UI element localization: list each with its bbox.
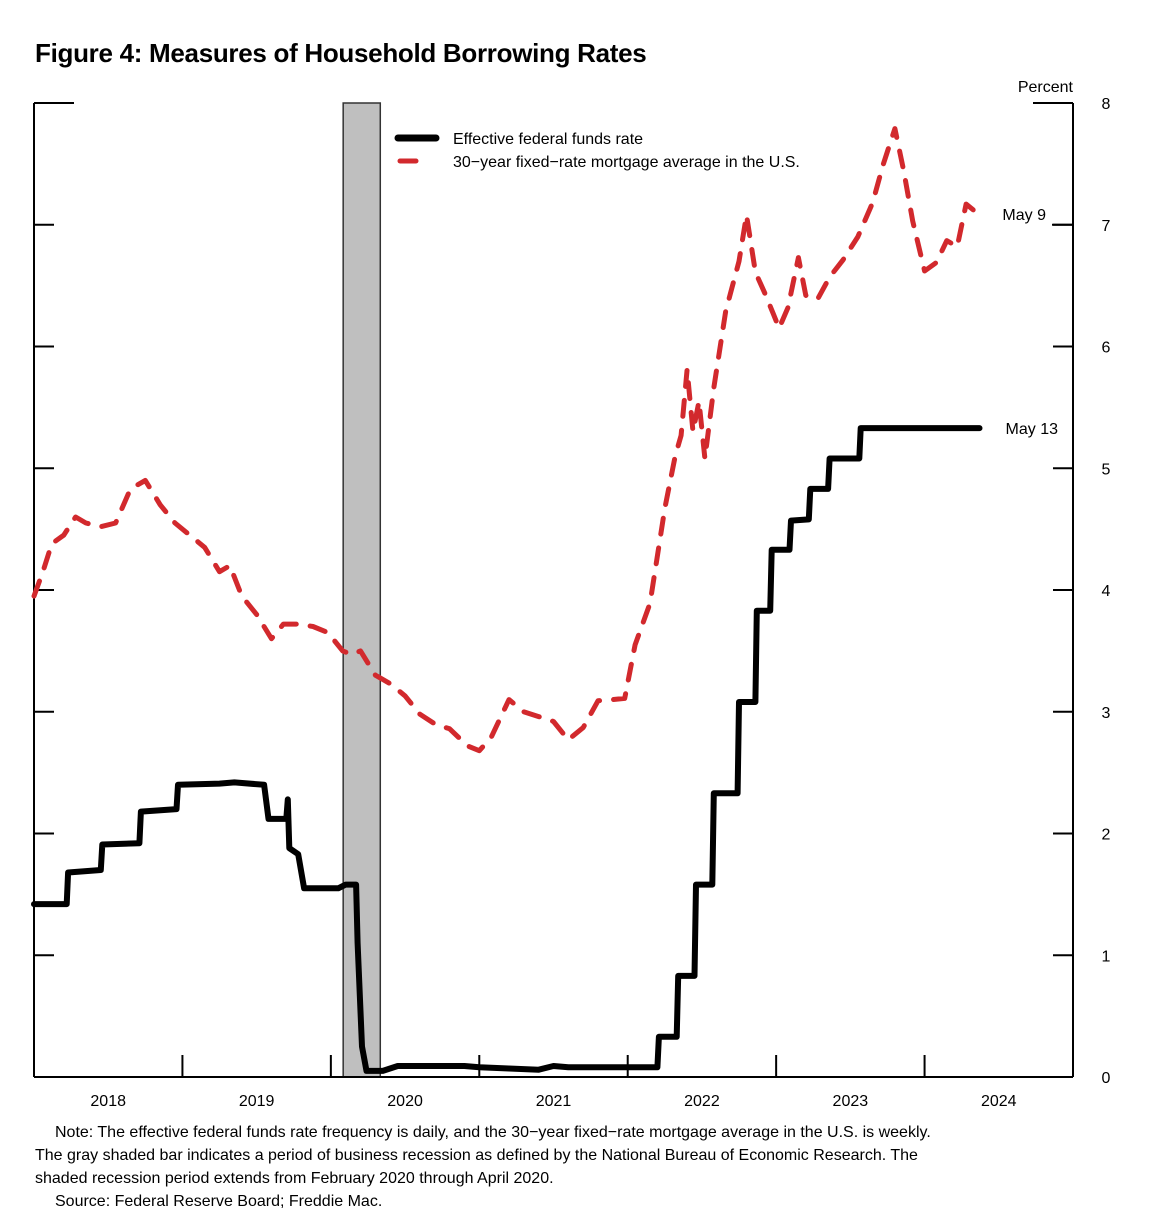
y-axis-label: Percent xyxy=(1018,79,1074,96)
source-line: Source: Federal Reserve Board; Freddie M… xyxy=(55,1193,383,1210)
mortgage-rate-line xyxy=(31,126,981,754)
x-tick-label: 2019 xyxy=(239,1093,275,1110)
x-tick-label: 2018 xyxy=(90,1093,126,1110)
note-line-2: The gray shaded bar indicates a period o… xyxy=(35,1147,918,1164)
chart-title: Figure 4: Measures of Household Borrowin… xyxy=(35,38,647,68)
legend-label-fed-funds: Effective federal funds rate xyxy=(453,131,643,148)
note-line-3: shaded recession period extends from Feb… xyxy=(35,1170,554,1187)
note-line-1: Note: The effective federal funds rate f… xyxy=(55,1124,931,1141)
mortgage-end-label: May 9 xyxy=(1002,207,1046,224)
recession-bar xyxy=(342,102,382,1078)
y-tick-label: 1 xyxy=(1102,948,1111,965)
x-tick-label: 2022 xyxy=(684,1093,720,1110)
y-tick-label: 4 xyxy=(1102,583,1111,600)
y-tick-label: 8 xyxy=(1102,96,1111,113)
fed-funds-line xyxy=(31,425,983,1074)
x-tick-label: 2021 xyxy=(536,1093,572,1110)
y-tick-label: 7 xyxy=(1102,218,1111,235)
y-tick-label: 6 xyxy=(1102,340,1111,357)
x-tick-label: 2023 xyxy=(833,1093,869,1110)
y-tick-label: 3 xyxy=(1102,705,1111,722)
legend-label-mortgage: 30−year fixed−rate mortgage average in t… xyxy=(453,154,800,171)
y-tick-label: 0 xyxy=(1102,1070,1111,1087)
fed-funds-end-label: May 13 xyxy=(1006,421,1059,438)
y-tick-label: 5 xyxy=(1102,461,1111,478)
x-tick-label: 2024 xyxy=(981,1093,1017,1110)
y-tick-label: 2 xyxy=(1102,827,1111,844)
x-tick-label: 2020 xyxy=(387,1093,423,1110)
